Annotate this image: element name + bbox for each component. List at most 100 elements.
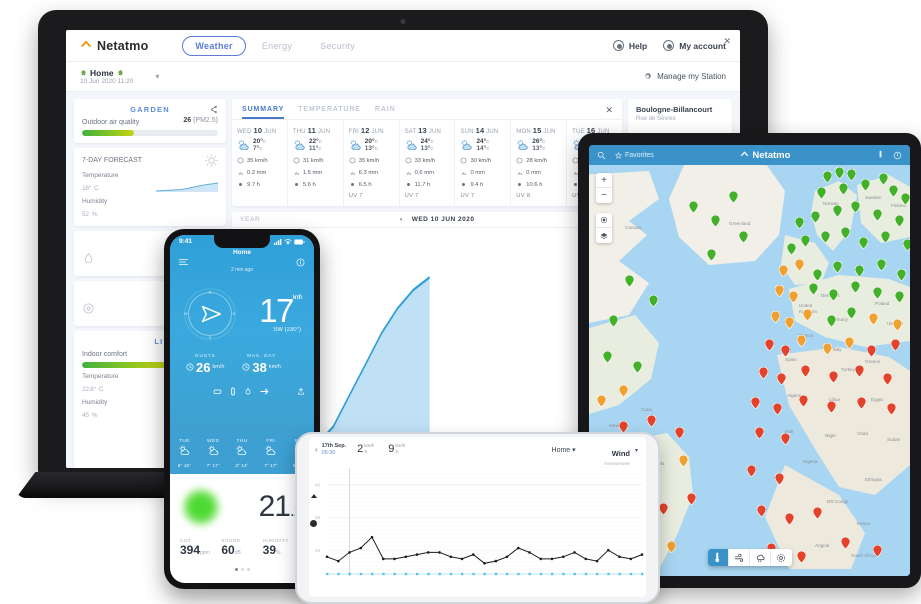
map-station-pin[interactable] (813, 507, 822, 519)
nav-tab-energy[interactable]: Energy (261, 40, 293, 51)
map-station-pin[interactable] (813, 269, 822, 281)
thermometer-icon[interactable] (877, 150, 884, 160)
wind-data-point[interactable] (460, 557, 464, 561)
wind-data-point[interactable] (483, 562, 486, 565)
map-station-pin[interactable] (809, 283, 818, 295)
menu-icon[interactable] (179, 258, 188, 266)
phone-page-dots[interactable] (170, 557, 314, 571)
map-station-pin[interactable] (773, 403, 782, 415)
map-station-pin[interactable] (729, 191, 738, 203)
wind-data-point[interactable] (370, 535, 374, 539)
map-station-pin[interactable] (649, 295, 658, 307)
wind-data-point[interactable] (494, 559, 498, 563)
map-station-pin[interactable] (850, 201, 860, 213)
map-station-pin[interactable] (855, 265, 864, 277)
map-extra-controls[interactable] (596, 213, 612, 243)
tab-rain[interactable]: RAIN (374, 106, 396, 113)
map-station-pin[interactable] (801, 234, 810, 247)
map-station-pin[interactable] (711, 215, 720, 227)
wind-data-point[interactable] (562, 555, 565, 559)
map-station-pin[interactable] (873, 209, 882, 221)
map-station-pin[interactable] (787, 243, 796, 255)
anemometer-icon-phone[interactable] (260, 387, 271, 396)
info-icon[interactable] (296, 258, 305, 267)
map-station-pin[interactable] (779, 265, 788, 277)
home-selector[interactable]: Home 10 Jun 2020 11:20 (80, 68, 133, 86)
wind-data-point[interactable] (348, 551, 351, 554)
wind-data-point[interactable] (584, 557, 588, 561)
rain-gauge-icon[interactable] (244, 387, 252, 396)
wind-data-point[interactable] (472, 553, 475, 556)
map-station-pin[interactable] (897, 269, 906, 281)
module-selector[interactable]: Wind Anemometer (604, 443, 630, 466)
phone-forecast-day[interactable]: THU 3° 14° (228, 435, 257, 474)
map-station-pin[interactable] (797, 335, 806, 347)
map-station-pin[interactable] (840, 537, 850, 549)
wind-data-point[interactable] (629, 557, 633, 561)
tab-summary[interactable]: SUMMARY (242, 106, 285, 119)
map-station-pin[interactable] (869, 313, 878, 325)
wind-data-point[interactable] (393, 557, 396, 561)
map-station-pin[interactable] (840, 227, 850, 239)
map-station-pin[interactable] (893, 319, 902, 331)
scroll-up-caret-icon[interactable] (311, 494, 317, 498)
wind-data-point[interactable] (382, 557, 385, 561)
tab-temperature[interactable]: TEMPERATURE (298, 106, 361, 113)
map-station-pin[interactable] (789, 291, 798, 303)
map-station-pin[interactable] (757, 505, 766, 517)
map-station-pin[interactable] (739, 230, 748, 243)
wind-data-point[interactable] (337, 559, 340, 563)
map-layer-wind-button[interactable] (729, 549, 750, 566)
zoom-in-button[interactable]: + (596, 173, 612, 188)
wind-data-point[interactable] (449, 555, 453, 559)
map-station-pin[interactable] (771, 311, 780, 323)
phone-forecast-day[interactable]: TUE 6° 16° (170, 435, 199, 474)
wind-data-point[interactable] (415, 553, 419, 556)
module-chevron-icon[interactable]: ▾ (634, 448, 638, 454)
map-station-pin[interactable] (797, 551, 806, 563)
wind-data-point[interactable] (539, 557, 543, 561)
map-station-pin[interactable] (900, 193, 910, 205)
map-station-pin[interactable] (707, 249, 716, 261)
wind-data-point[interactable] (550, 557, 554, 561)
map-station-pin[interactable] (659, 503, 668, 515)
nav-tab-weather[interactable]: Weather (182, 35, 246, 56)
graph-scale-year[interactable]: YEAR (240, 216, 261, 223)
map-station-pin[interactable] (803, 309, 812, 321)
page-dot[interactable] (240, 568, 244, 571)
map-station-pin[interactable] (801, 365, 810, 377)
forecast-day[interactable]: FRI 12 JUN 20°C 13°C 35 km/h 6.3 mm 6.5 h UV 7 (344, 120, 400, 206)
map-station-pin[interactable] (759, 367, 768, 379)
map-station-pin[interactable] (795, 259, 804, 271)
nav-tab-security[interactable]: Security (320, 40, 356, 51)
map-station-pin[interactable] (857, 397, 866, 409)
phone-forecast-day[interactable]: FRI 7° 17° (256, 435, 285, 474)
map-station-pin[interactable] (785, 513, 794, 525)
map-zoom-controls[interactable]: + − (596, 173, 612, 203)
phone-forecast-day[interactable]: WED 7° 17° (199, 435, 228, 474)
map-station-pin[interactable] (883, 373, 892, 385)
map-station-pin[interactable] (823, 171, 832, 183)
garden-module-card[interactable]: GARDEN Outdoor air quality 26 (PM2.5) (74, 99, 226, 143)
map-station-pin[interactable] (755, 427, 764, 439)
map-station-pin[interactable] (781, 432, 790, 445)
map-station-pin[interactable] (880, 230, 890, 243)
share-icon[interactable] (209, 105, 218, 114)
map-station-pin[interactable] (847, 307, 856, 319)
map-station-pin[interactable] (775, 285, 784, 297)
wind-data-point[interactable] (359, 546, 363, 550)
map-station-pin[interactable] (608, 315, 618, 327)
forecast-day[interactable]: MON 15 JUN 26°C 13°C 28 km/h 0 mm 10.6 h UV 8 (511, 120, 568, 206)
close-graph-button[interactable]: ✕ (723, 36, 731, 46)
forecast-module-card[interactable]: 7-DAY FORECAST Temperature 18° C (74, 148, 226, 226)
map-station-pin[interactable] (879, 173, 888, 185)
map-layer-toolbar[interactable] (707, 549, 792, 566)
map-station-pin[interactable] (675, 427, 684, 439)
wind-data-point[interactable] (640, 553, 644, 556)
map-station-pin[interactable] (625, 275, 634, 287)
help-button[interactable]: Help (612, 40, 647, 51)
map-station-pin[interactable] (666, 541, 676, 553)
wind-data-point[interactable] (607, 548, 610, 552)
map-station-pin[interactable] (821, 230, 830, 243)
map-station-pin[interactable] (887, 403, 896, 415)
